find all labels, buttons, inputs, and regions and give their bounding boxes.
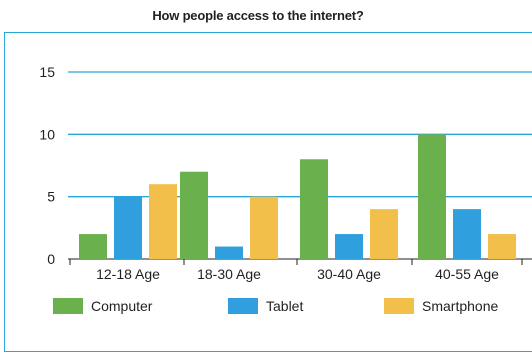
- x-axis-ticks: 12-18 Age 18-30 Age 30-40 Age 40-55 Age: [69, 259, 523, 282]
- x-tick-label-0: 12-18 Age: [96, 266, 160, 282]
- chart-title: How people access to the internet?: [152, 8, 364, 23]
- legend-item-computer: Computer: [53, 298, 152, 314]
- bar-computer-3: [418, 134, 446, 259]
- bars: [79, 134, 516, 259]
- legend-label-tablet: Tablet: [266, 298, 304, 314]
- bar-smartphone-2: [370, 209, 398, 259]
- y-tick-label-0: 0: [47, 251, 55, 267]
- y-tick-label-15: 15: [39, 64, 55, 80]
- bar-tablet-2: [335, 234, 363, 259]
- legend-swatch-tablet: [228, 298, 258, 314]
- bar-computer-2: [300, 159, 328, 259]
- x-tick-label-1: 18-30 Age: [197, 266, 261, 282]
- legend-label-smartphone: Smartphone: [422, 298, 499, 314]
- bar-tablet-1: [215, 246, 243, 259]
- legend-swatch-computer: [53, 298, 83, 314]
- bar-computer-1: [180, 171, 208, 259]
- x-tick-label-2: 30-40 Age: [317, 266, 381, 282]
- y-tick-label-10: 10: [39, 126, 55, 142]
- legend-item-smartphone: Smartphone: [384, 298, 498, 314]
- bar-smartphone-3: [488, 234, 516, 259]
- legend: Computer Tablet Smartphone: [0, 298, 532, 318]
- y-tick-label-5: 5: [47, 189, 55, 205]
- legend-swatch-smartphone: [384, 298, 414, 314]
- bar-smartphone-1: [250, 196, 278, 259]
- bar-chart: 0 5 10 15 12-18 Age 18-30 Age 30-40 Age 40-55 …: [39, 64, 532, 282]
- x-tick-label-3: 40-55 Age: [435, 266, 499, 282]
- bar-smartphone-0: [149, 184, 177, 259]
- bar-computer-0: [79, 234, 107, 259]
- y-axis-ticks: 0 5 10 15: [39, 64, 55, 267]
- bar-tablet-0: [114, 196, 142, 259]
- legend-item-tablet: Tablet: [228, 298, 303, 314]
- bar-tablet-3: [453, 209, 481, 259]
- legend-label-computer: Computer: [91, 298, 153, 314]
